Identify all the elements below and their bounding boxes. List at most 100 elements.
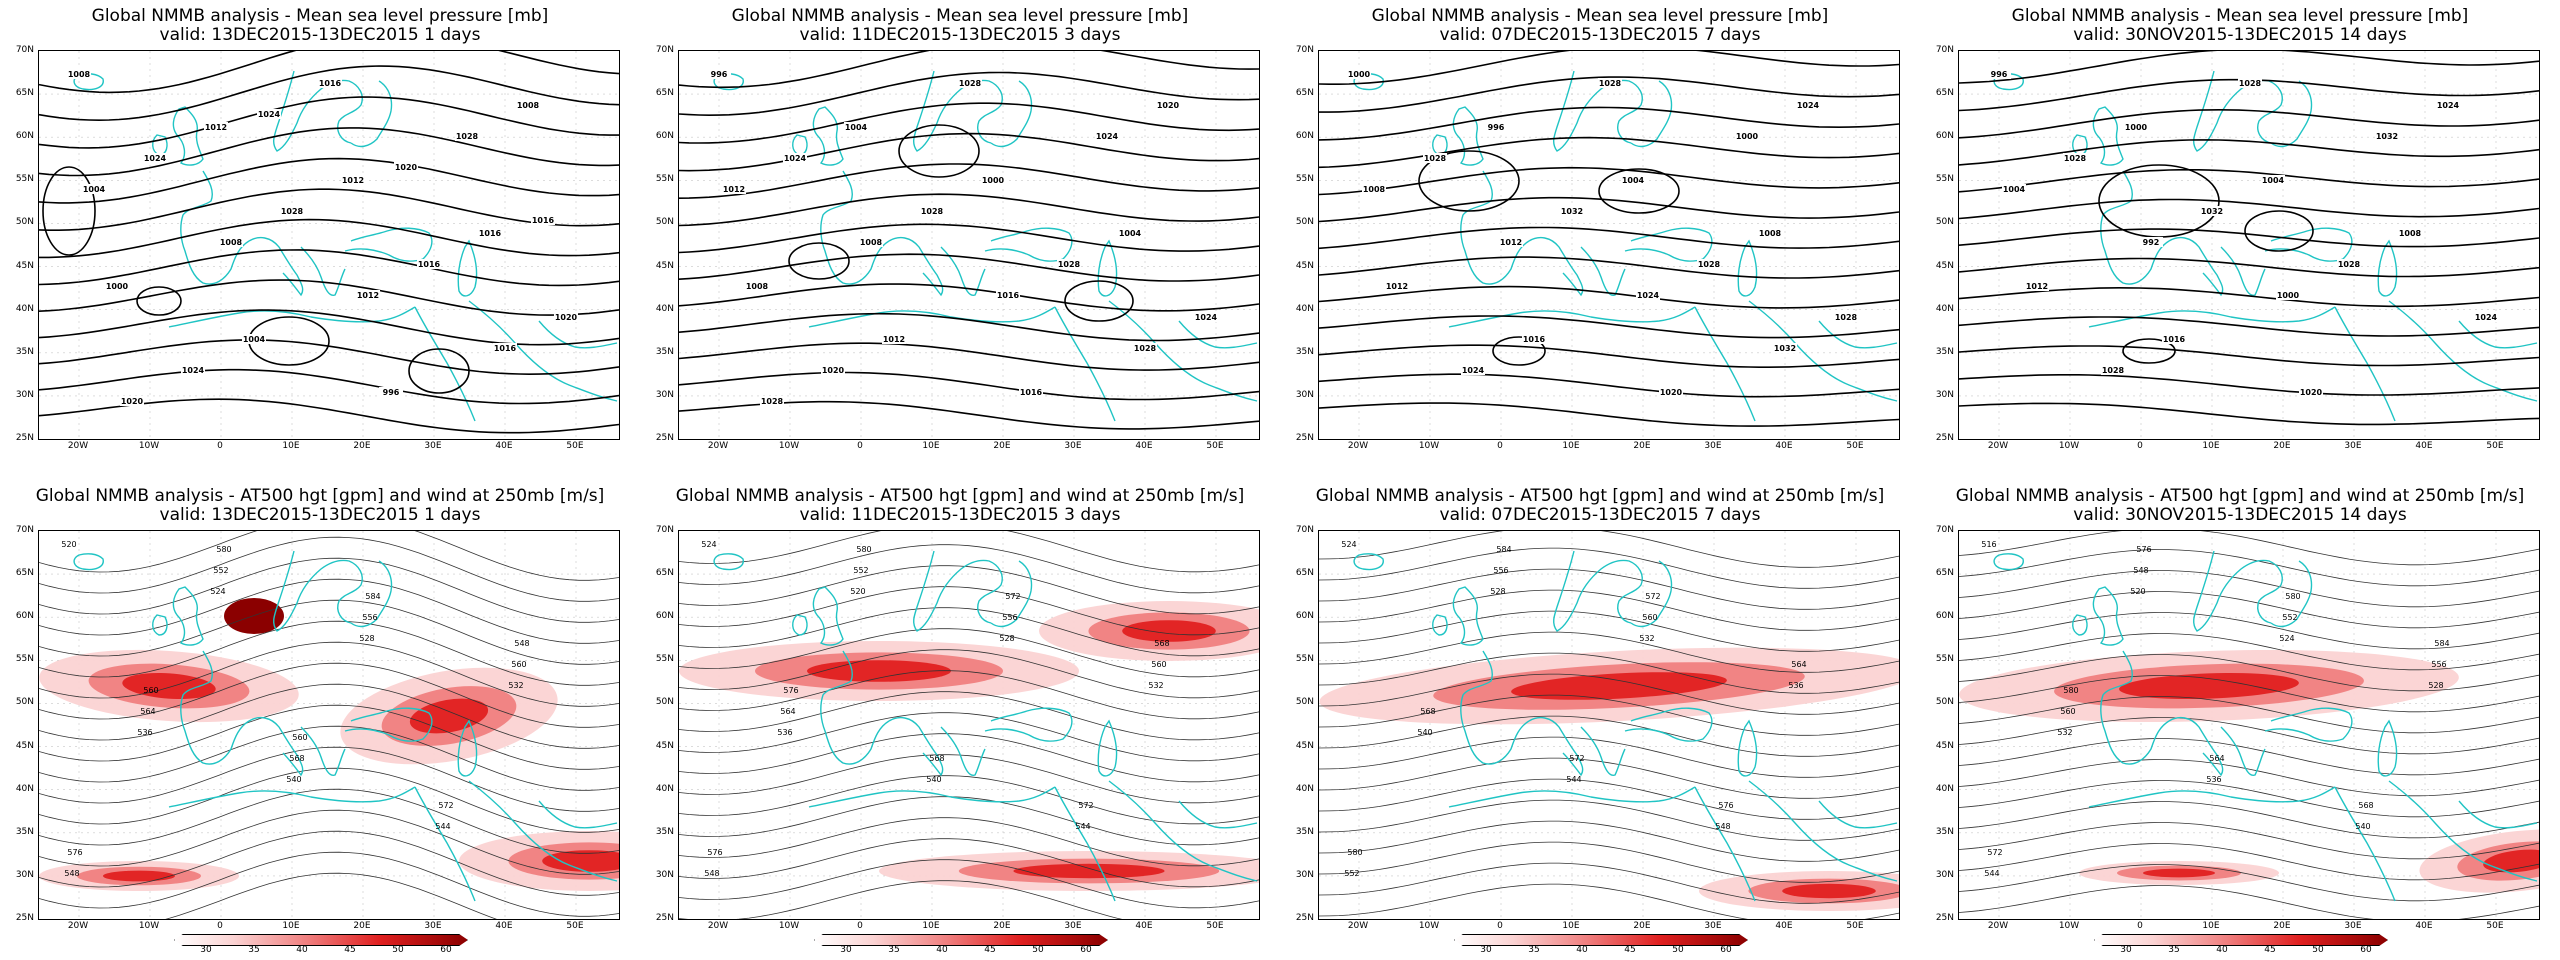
height-contour [39, 620, 619, 686]
height-label-layer: 524 528 532 536 540 544 548 552 556 560 564 568 572 5… [1341, 540, 1806, 878]
height-label: 536 [777, 728, 792, 737]
isobar-label: 1024 [1637, 291, 1660, 300]
height-label: 528 [2428, 681, 2443, 690]
colorbar-tick-label: 45 [344, 945, 356, 955]
isobar-label-bg [1735, 131, 1759, 141]
isobar-label-bg [2139, 237, 2163, 247]
isobar-label: 1032 [1774, 344, 1796, 353]
isobar-label-bg [341, 175, 365, 185]
colorbar-tick-label: 30 [1480, 945, 1492, 955]
latitude-tick-label: 25N [655, 913, 674, 923]
isobar-label: 1000 [2125, 123, 2148, 132]
longitude-tick-label: 20E [993, 921, 1011, 931]
height-contour [39, 767, 619, 833]
latitude-tick-label: 60N [1935, 611, 1954, 622]
longitude-tick-label: 50E [1846, 441, 1864, 451]
isobar [1319, 106, 1899, 141]
isobar-label-bg [1522, 334, 1546, 344]
height-label: 548 [2133, 566, 2148, 575]
colorbar-tick-label: 50 [2312, 945, 2324, 955]
height-label: 576 [2136, 545, 2151, 554]
longitude-tick-label: 50E [1206, 441, 1224, 451]
isobar-label-layer: 996 1000 1004 1008 1012 1016 1020 1024 1028 1032 1… [1987, 69, 2498, 397]
coastline-layer [1993, 550, 2538, 902]
height-label: 564 [780, 707, 795, 716]
height-label: 548 [1715, 822, 1730, 831]
isobar-label: 1016 [1020, 388, 1043, 397]
isobar-label: 1008 [517, 101, 540, 110]
isobar [679, 342, 1259, 371]
latitude-tick-label: 55N [1295, 174, 1314, 185]
isobar [1959, 374, 2539, 396]
longitude-tick-label: 0 [1497, 441, 1503, 451]
height-contour [39, 788, 619, 854]
isobar-label: 1028 [2338, 260, 2361, 269]
coastline-segment [940, 246, 986, 296]
latitude-tick-label: 25N [1935, 433, 1954, 443]
height-contour [39, 809, 619, 875]
longitude-tick-label: 20W [707, 921, 729, 931]
isobar [1959, 402, 2539, 426]
isobar-label-bg [105, 281, 129, 291]
height-contour [1319, 531, 1899, 568]
coastline-segment [2192, 70, 2283, 152]
longitude-tick-label: 20E [353, 441, 371, 451]
isobar [1959, 286, 2539, 308]
coastline-segment [1448, 306, 1696, 328]
longitude-tick-label: 40E [2415, 441, 2433, 451]
isobar [1959, 316, 2539, 337]
latitude-tick-label: 70N [1295, 45, 1314, 55]
map-panel: Global NMMB analysis - AT500 hgt [gpm] a… [0, 480, 640, 960]
longitude-tick-label: 10W [778, 921, 800, 931]
height-label: 532 [508, 681, 523, 690]
wind-speed-band [1782, 883, 1876, 899]
height-label: 568 [1154, 639, 1169, 648]
height-label: 572 [438, 801, 453, 810]
pressure-center [1064, 280, 1134, 322]
isobar-label: 1004 [1119, 229, 1142, 238]
latitude-tick-label: 25N [1935, 913, 1954, 923]
isobar-label-bg [318, 78, 342, 88]
latitude-tick-label: 35N [1935, 346, 1954, 357]
isobar-label-bg [1057, 259, 1081, 269]
coastline-segment [888, 716, 944, 777]
longitude-tick-label: 10E [282, 921, 300, 931]
isobar-label: 1024 [2475, 313, 2498, 322]
height-label: 556 [2431, 660, 2446, 669]
isobar-label-bg [1796, 100, 1820, 110]
height-label: 584 [365, 592, 380, 601]
isobar-label: 1028 [456, 132, 479, 141]
map-svg: 520 524 528 532 536 540 544 548 552 556 560 564 568 5… [39, 531, 619, 919]
coastline-segment [457, 239, 478, 297]
isobar [679, 223, 1259, 254]
isobar [679, 51, 1259, 89]
longitude-tick-label: 10E [2202, 441, 2220, 451]
colorbar-tick-label: 40 [1576, 945, 1588, 955]
isobar-label-bg [1834, 312, 1858, 322]
isobar-label: 1028 [1424, 154, 1447, 163]
map-panel: Global NMMB analysis - Mean sea level pr… [0, 0, 640, 480]
panel-valid-range: valid: 11DEC2015-13DEC2015 3 days [799, 25, 1121, 45]
isobar-label-bg [2276, 290, 2300, 300]
latitude-tick-label: 35N [1935, 826, 1954, 837]
map-canvas: 524 528 532 536 540 544 548 552 556 560 564 568 572 5… [1318, 530, 1900, 920]
isobar-layer [679, 51, 1259, 430]
isobar-label-bg [2299, 387, 2323, 397]
height-label: 552 [213, 566, 228, 575]
colorbar-gradient [174, 934, 468, 946]
latitude-tick-label: 25N [655, 433, 674, 443]
coastline-segment [73, 73, 104, 91]
graticule [1319, 51, 1899, 439]
longitude-tick-label: 20E [2273, 441, 2291, 451]
coastline-segment [414, 786, 476, 902]
isobar-label-bg [394, 162, 418, 172]
height-contour [1959, 570, 2539, 608]
isobar-label: 1016 [319, 79, 342, 88]
coastline-segment [912, 550, 1003, 632]
height-label: 532 [1639, 634, 1654, 643]
isobar-label: 1028 [2239, 79, 2262, 88]
height-contour [39, 683, 619, 749]
longitude-tick-label: 30E [1064, 441, 1082, 451]
height-contour [1319, 589, 1899, 631]
height-label: 544 [435, 822, 450, 831]
